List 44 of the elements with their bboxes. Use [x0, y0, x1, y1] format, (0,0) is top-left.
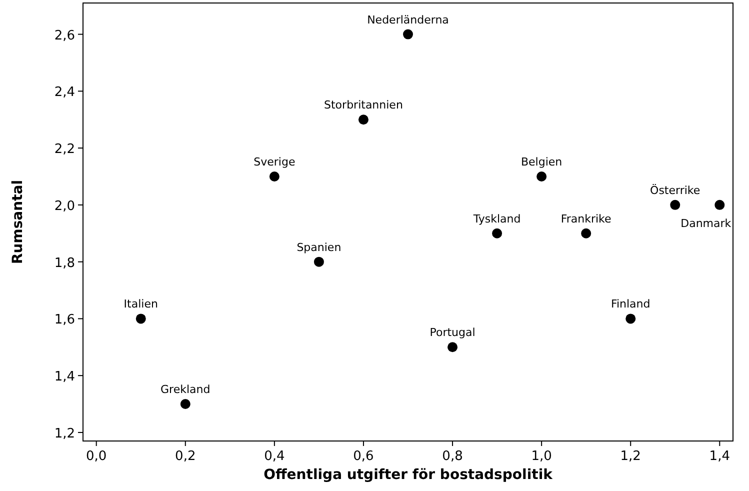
annotation: Nederländerna	[367, 13, 449, 26]
y-tick-label: 2,6	[54, 28, 75, 44]
annotation: Italien	[124, 298, 158, 311]
y-axis-title: Rumsantal	[10, 180, 26, 264]
annotation: Portugal	[430, 326, 476, 340]
x-tick-label: 0,4	[264, 449, 285, 464]
x-tick-label: 1,4	[709, 449, 730, 464]
x-tick-label: 0,0	[86, 449, 107, 464]
point	[714, 200, 725, 210]
point	[581, 228, 592, 238]
point	[269, 171, 280, 182]
annotation: Belgien	[520, 155, 562, 168]
point	[180, 399, 190, 410]
annotation: Grekland	[160, 383, 210, 396]
annotation: Spanien	[296, 240, 342, 254]
y-tick-label: 2,2	[54, 142, 75, 158]
annotation: Storbritannien	[324, 98, 403, 112]
y-tick-label: 2,0	[54, 198, 75, 214]
point	[136, 314, 146, 324]
x-tick-label: 0,8	[442, 449, 463, 464]
annotation: Danmark	[680, 216, 732, 230]
annotation: Finland	[610, 298, 650, 311]
y-tick-label: 2,4	[54, 85, 75, 100]
x-tick-label: 0,2	[175, 449, 196, 464]
point	[670, 200, 680, 210]
annotation: Tyskland	[472, 212, 521, 226]
point	[358, 114, 368, 125]
point	[536, 171, 547, 182]
annotation: Frankrike	[560, 212, 612, 226]
y-tick-label: 1,2	[54, 426, 75, 442]
y-tick-label: 1,6	[54, 312, 75, 328]
x-tick-label: 1,0	[531, 449, 552, 464]
point	[626, 314, 636, 324]
annotation: Sverige	[254, 155, 296, 168]
point	[403, 29, 413, 40]
y-tick-label: 1,8	[54, 256, 75, 271]
x-axis-title: Offentliga utgifter för bostadspolitik	[264, 467, 554, 483]
point	[448, 342, 458, 352]
annotation: Österrike	[650, 182, 700, 197]
x-tick-label: 1,2	[620, 449, 641, 464]
point	[314, 256, 324, 267]
y-tick-label: 1,4	[54, 370, 75, 385]
point	[492, 228, 502, 238]
x-tick-label: 0,6	[353, 449, 374, 464]
